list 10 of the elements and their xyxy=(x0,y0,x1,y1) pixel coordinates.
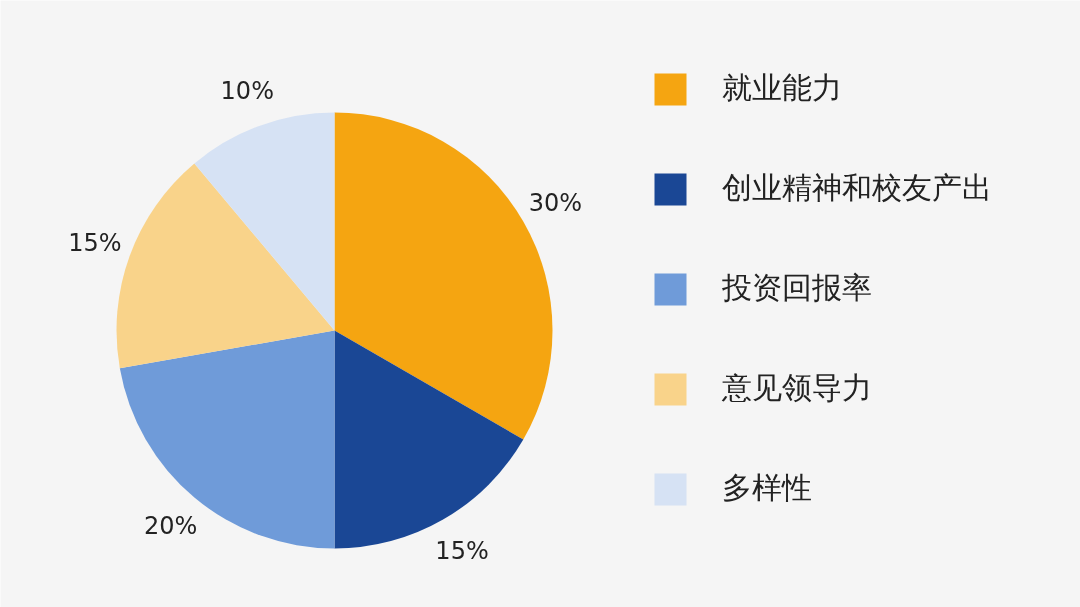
legend-label: 多样性 xyxy=(722,469,812,507)
legend-label: 投资回报率 xyxy=(722,269,872,307)
data-label: 20% xyxy=(143,511,198,540)
legend-label: 就业能力 xyxy=(722,69,842,107)
legend-label: 创业精神和校友产出 xyxy=(722,169,992,207)
data-label: 30% xyxy=(528,188,583,217)
data-label: 15% xyxy=(68,229,122,258)
data-label: 10% xyxy=(220,76,274,105)
legend-label: 意见领导力 xyxy=(722,369,872,407)
data-label: 15% xyxy=(435,537,489,566)
